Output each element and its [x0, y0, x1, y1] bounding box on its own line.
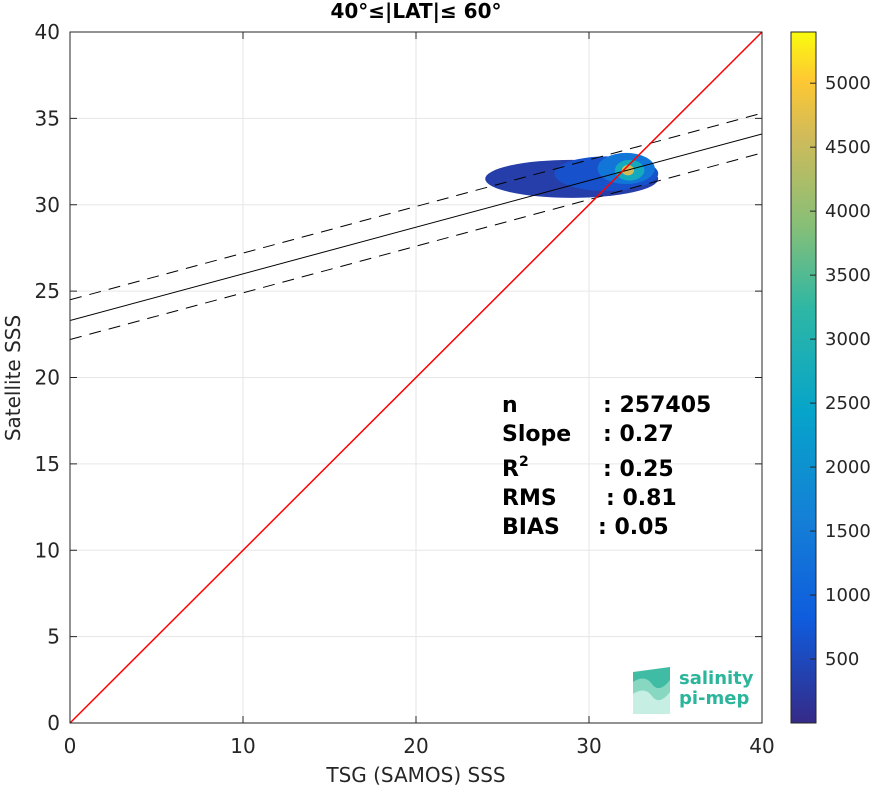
colorbar	[790, 31, 817, 724]
colorbar-tick-label: 3500	[825, 265, 871, 286]
stat-value: : 0.05	[598, 515, 669, 540]
y-tick-label: 25	[35, 279, 60, 303]
fit-line	[70, 133, 762, 321]
y-axis-label: Satellite SSS	[1, 315, 25, 441]
y-tick-label: 0	[47, 711, 60, 735]
colorbar-tick-label: 1500	[825, 521, 871, 542]
colorbar-tick-label: 1000	[825, 585, 871, 606]
x-tick-label: 10	[230, 734, 255, 758]
x-axis-ticks: 0 10 20 30 40	[64, 32, 775, 758]
colorbar-tick-label: 3000	[825, 329, 871, 350]
density-cloud	[485, 152, 659, 198]
y-tick-label: 30	[35, 193, 60, 217]
x-axis-label: TSG (SAMOS) SSS	[325, 763, 505, 787]
y-axis-ticks: 0 5 10 15 20 25 30 35 40	[35, 20, 762, 735]
y-tick-label: 5	[47, 625, 60, 649]
x-tick-label: 40	[749, 734, 774, 758]
stat-label: n	[502, 393, 518, 418]
colorbar-tick-label: 5000	[825, 73, 871, 94]
salinity-pi-mep-logo: salinity pi-mep	[633, 667, 754, 714]
y-tick-label: 10	[35, 538, 60, 562]
colorbar-ticks: 500 1000 1500 2000 2500 3000 3500 4000 4500 5000	[810, 73, 871, 670]
y-tick-label: 15	[35, 452, 60, 476]
stat-label-superscript: 2	[519, 454, 529, 470]
stat-value: : 257405	[603, 393, 711, 418]
colorbar-tick-label: 4000	[825, 201, 871, 222]
regression-lines	[70, 32, 762, 723]
colorbar-tick-label: 2000	[825, 457, 871, 478]
y-tick-label: 40	[35, 20, 60, 44]
y-tick-label: 35	[35, 106, 60, 130]
stat-value: : 0.81	[606, 486, 677, 511]
chart-title: 40°≤|LAT|≤ 60°	[330, 0, 501, 23]
stat-label: BIAS	[502, 515, 560, 540]
colorbar-tick-label: 2500	[825, 393, 871, 414]
logo-line2: pi-mep	[679, 688, 749, 709]
stat-value: : 0.25	[603, 457, 674, 482]
y-tick-label: 20	[35, 366, 60, 390]
x-tick-label: 30	[576, 734, 601, 758]
colorbar-tick-label: 4500	[825, 137, 871, 158]
stat-label: Slope	[502, 422, 571, 447]
stat-value: : 0.27	[603, 422, 674, 447]
colorbar-tick-label: 500	[825, 649, 859, 670]
stat-label: RMS	[502, 486, 557, 511]
logo-line1: salinity	[679, 668, 754, 689]
x-tick-label: 0	[64, 734, 77, 758]
one-to-one-line	[70, 32, 762, 723]
x-tick-label: 20	[403, 734, 428, 758]
